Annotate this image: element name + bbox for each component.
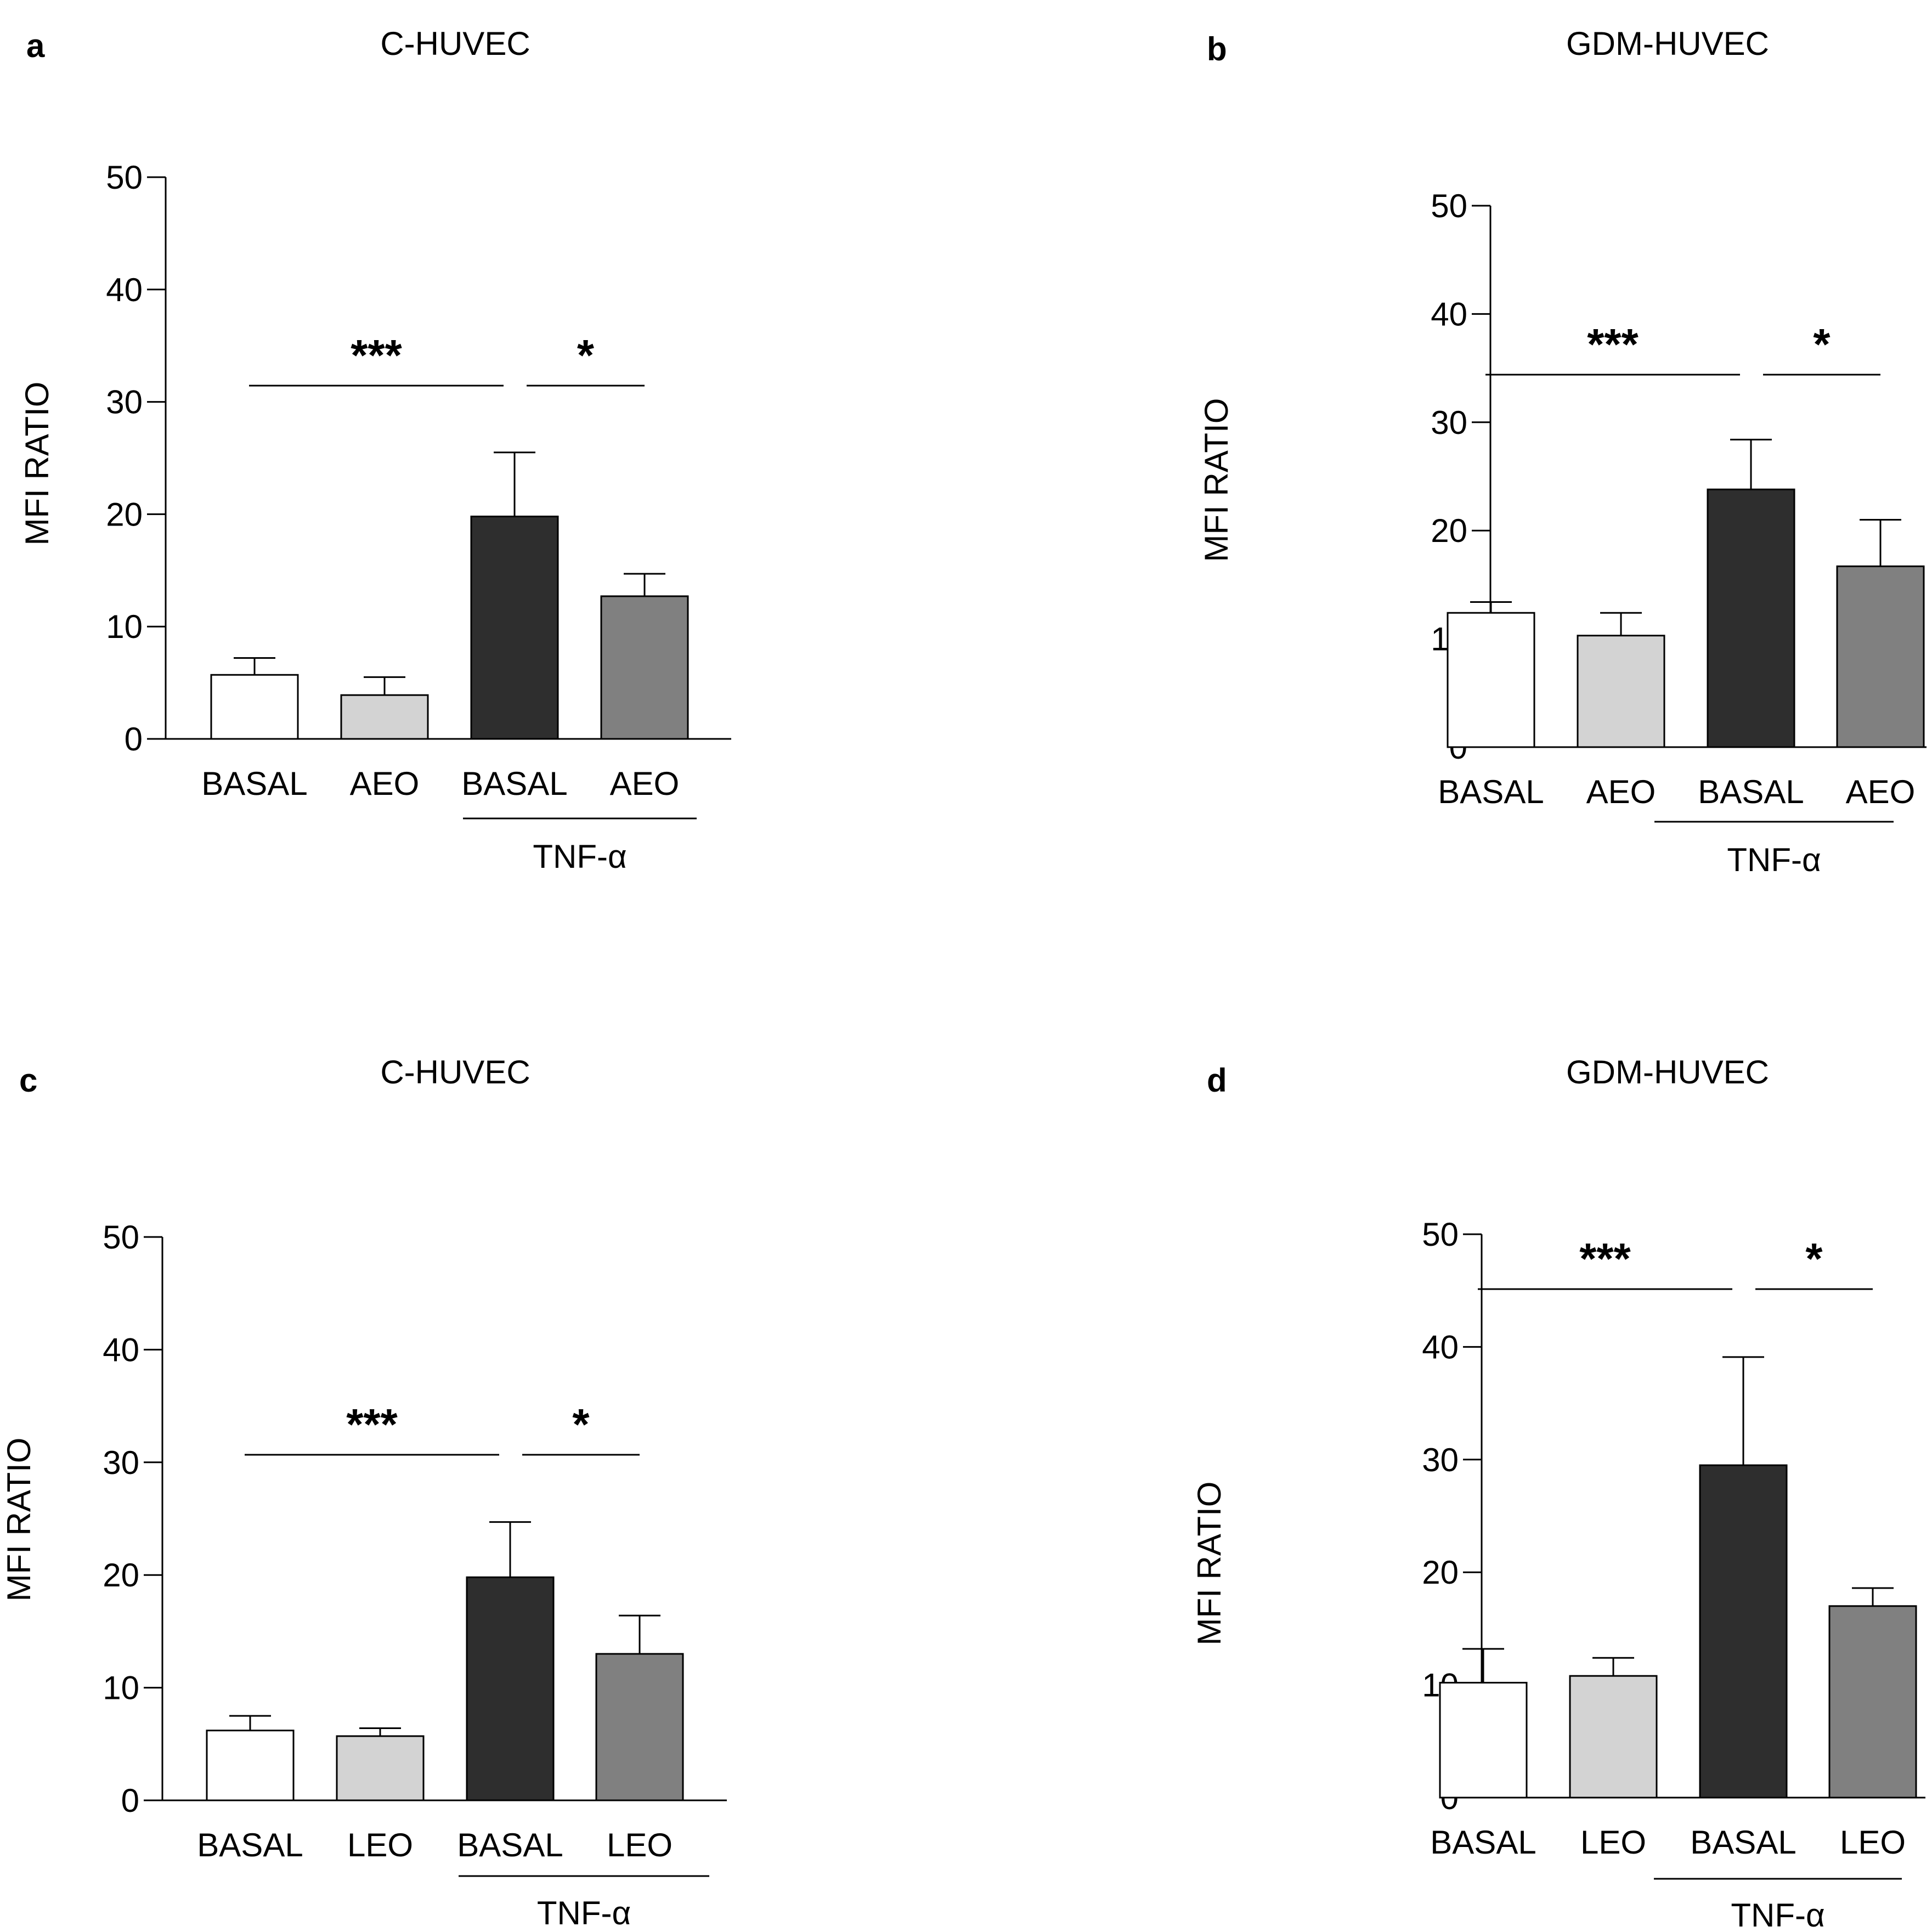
panel-d-ytick-label: 40 xyxy=(1422,1329,1459,1365)
panel-b-significance-label: *** xyxy=(1587,320,1639,369)
panel-b-ytick-label: 20 xyxy=(1431,512,1467,549)
panel-d-ylabel: MFI RATIO xyxy=(1191,1482,1228,1646)
panel-a-ytick-label: 30 xyxy=(106,384,143,421)
panel-a-ylabel: MFI RATIO xyxy=(19,382,55,546)
panel-d-letter: d xyxy=(1207,1062,1227,1099)
panel-a-category-label: BASAL xyxy=(461,765,567,802)
panel-b-category-label: AEO xyxy=(1586,773,1656,810)
panel-c-category-label: BASAL xyxy=(457,1827,563,1863)
panel-b-letter: b xyxy=(1207,31,1227,67)
panel-b-category-label: BASAL xyxy=(1698,773,1804,810)
panel-a-ytick-label: 50 xyxy=(106,159,143,196)
panel-a-bar xyxy=(470,515,559,740)
panel-b-group-label: TNF-α xyxy=(1727,841,1821,878)
panel-a-title: C-HUVEC xyxy=(380,25,530,62)
panel-d-title: GDM-HUVEC xyxy=(1566,1054,1769,1091)
panel-c-ylabel: MFI RATIO xyxy=(1,1438,37,1602)
panel-c: c C-HUVEC MFI RATIO 0 10 20 30 40 50 BASAL LEO BASA… xyxy=(1,1054,727,1931)
panel-d-significance-label: * xyxy=(1805,1234,1823,1283)
panel-c-ytick-label: 30 xyxy=(103,1444,139,1481)
panel-c-significance-label: * xyxy=(572,1400,590,1449)
panel-a-category-label: AEO xyxy=(610,765,680,802)
panel-a-ytick-label: 40 xyxy=(106,272,143,308)
panel-d-bar xyxy=(1569,1675,1658,1799)
panel-a-bar xyxy=(340,694,429,740)
panel-a-category-label: AEO xyxy=(350,765,420,802)
panel-a-bar xyxy=(210,674,299,740)
panel-d-significance-label: *** xyxy=(1579,1234,1631,1283)
panel-c-bar xyxy=(466,1576,555,1801)
panel-d-ytick-label: 20 xyxy=(1422,1554,1459,1591)
panel-d-ytick-label: 30 xyxy=(1422,1442,1459,1478)
panel-d-bar xyxy=(1439,1681,1528,1799)
panel-c-bar xyxy=(336,1735,425,1801)
panel-a-category-label: BASAL xyxy=(201,765,307,802)
panel-b-ylabel: MFI RATIO xyxy=(1198,398,1235,562)
panel-b-bar xyxy=(1836,565,1925,748)
panel-c-ytick-label: 40 xyxy=(103,1331,139,1368)
panel-c-category-label: LEO xyxy=(607,1827,673,1863)
panel-b-bar xyxy=(1447,612,1535,748)
panel-a-significance-label: *** xyxy=(351,331,402,380)
panel-c-title: C-HUVEC xyxy=(380,1054,530,1091)
panel-a-ytick-label: 10 xyxy=(106,608,143,645)
panel-d-group-label: TNF-α xyxy=(1731,1897,1824,1932)
panel-c-ytick-label: 20 xyxy=(103,1557,139,1594)
panel-b-bar xyxy=(1577,635,1665,748)
panel-c-ytick-label: 0 xyxy=(121,1782,139,1819)
panel-a-ytick-label: 0 xyxy=(125,721,143,758)
panel-d-category-label: LEO xyxy=(1840,1824,1906,1861)
panel-b-title: GDM-HUVEC xyxy=(1566,25,1769,62)
panel-b-ytick-label: 30 xyxy=(1431,404,1467,441)
panel-a: a C-HUVEC MFI RATIO 0 10 20 30 40 50 BASAL AEO BASA… xyxy=(19,25,731,875)
panel-a-ytick-label: 20 xyxy=(106,496,143,533)
panel-a-group-label: TNF-α xyxy=(533,838,626,875)
panel-b-category-label: AEO xyxy=(1846,773,1916,810)
panel-d-category-label: BASAL xyxy=(1690,1824,1796,1861)
panel-d-category-label: LEO xyxy=(1580,1824,1646,1861)
panel-b-ytick-label: 40 xyxy=(1431,296,1467,332)
panel-d-bar xyxy=(1828,1605,1917,1799)
panel-d-category-label: BASAL xyxy=(1430,1824,1536,1861)
panel-c-bar xyxy=(206,1730,295,1801)
panel-d-bar xyxy=(1699,1464,1788,1799)
panel-c-letter: c xyxy=(19,1062,37,1099)
panel-b-ytick-label: 50 xyxy=(1431,188,1467,224)
panel-d-ytick-label: 50 xyxy=(1422,1216,1459,1253)
panel-c-significance-label: *** xyxy=(346,1400,398,1449)
panel-a-letter: a xyxy=(26,27,45,64)
panel-c-category-label: BASAL xyxy=(197,1827,303,1863)
panel-c-category-label: LEO xyxy=(347,1827,413,1863)
panel-b-bar xyxy=(1707,488,1795,748)
panel-a-significance-label: * xyxy=(577,331,595,380)
panel-b-significance-label: * xyxy=(1813,320,1831,369)
panel-c-ytick-label: 10 xyxy=(103,1670,139,1707)
panel-c-ytick-label: 50 xyxy=(103,1219,139,1256)
panel-a-bar xyxy=(600,595,689,740)
panel-b-category-label: BASAL xyxy=(1438,773,1544,810)
panel-c-bar xyxy=(595,1653,684,1801)
panel-c-group-label: TNF-α xyxy=(537,1895,631,1931)
